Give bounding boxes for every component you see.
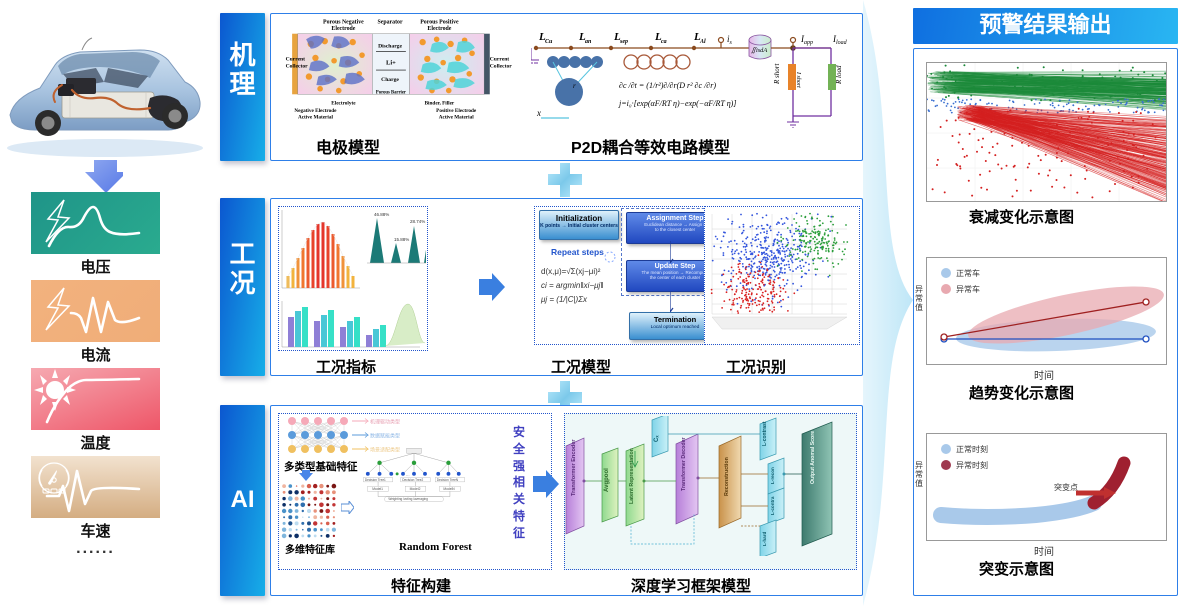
svg-text:Porous Positive: Porous Positive (420, 19, 459, 25)
svg-text:Reconstruction: Reconstruction (724, 457, 730, 496)
svg-text:ca: ca (661, 39, 667, 45)
svg-text:Active Material: Active Material (298, 115, 333, 121)
svg-text:R short: R short (773, 63, 781, 85)
svg-text:Separator: Separator (377, 19, 402, 25)
svg-text:Collector: Collector (286, 63, 309, 69)
svg-text:Current: Current (286, 57, 306, 63)
svg-text:Decision Tree1: Decision Tree1 (365, 478, 386, 482)
svg-text:r: r (573, 82, 576, 90)
svg-text:Decision Tree2: Decision Tree2 (402, 478, 423, 482)
svg-text:Decision TreeN: Decision TreeN (437, 478, 459, 482)
svg-text:Model2: Model2 (410, 487, 421, 491)
svg-text:R load: R load (835, 65, 843, 85)
svg-text:Al: Al (699, 39, 706, 45)
svg-text:an: an (585, 39, 592, 45)
svg-text:机理驱动类型: 机理驱动类型 (370, 419, 400, 426)
svg-text:突变点: 突变点 (1054, 482, 1078, 492)
svg-text:is: is (727, 34, 733, 46)
svg-text:Active Material: Active Material (439, 115, 474, 121)
svg-text:正常时刻: 正常时刻 (956, 444, 988, 454)
svg-text:Avgpool: Avgpool (604, 468, 610, 492)
svg-text:Porous Barrier: Porous Barrier (376, 90, 406, 95)
svg-text:L-contra: L-contra (770, 496, 775, 515)
svg-text:Transformer Decoder: Transformer Decoder (681, 437, 687, 491)
svg-text:ModelN: ModelN (443, 487, 455, 491)
svg-text:Cu: Cu (545, 39, 553, 45)
svg-text:Output Anomal Score: Output Anomal Score (810, 431, 816, 484)
svg-text:sep: sep (619, 39, 628, 45)
svg-text:Negative Electrode: Negative Electrode (294, 108, 337, 114)
svg-text:L-contrast: L-contrast (762, 421, 768, 446)
svg-text:∬isdA: ∬isdA (751, 47, 767, 54)
svg-text:Collector: Collector (490, 63, 513, 69)
svg-text:Li+: Li+ (386, 59, 396, 66)
svg-text:Positive Electrode: Positive Electrode (436, 108, 477, 114)
svg-text:I short: I short (795, 71, 801, 88)
svg-text:Transformer Encoder: Transformer Encoder (571, 439, 577, 496)
svg-text:异常时刻: 异常时刻 (956, 460, 988, 470)
svg-text:Electrolyte: Electrolyte (331, 101, 356, 107)
svg-text:Discharge: Discharge (378, 44, 402, 50)
svg-text:L-recon: L-recon (770, 467, 775, 484)
svg-text:异常车: 异常车 (956, 284, 980, 294)
svg-text:x: x (536, 108, 541, 118)
svg-text:Latent Representation: Latent Representation (629, 448, 635, 504)
svg-text:Iapp: Iapp (800, 34, 813, 46)
svg-text:j=i₀·[exp(αF/RT η)−exp(−αF/RT: j=i₀·[exp(αF/RT η)−exp(−αF/RT η)] (618, 99, 736, 108)
svg-text:Weighting /voting /averaging: Weighting /voting /averaging (388, 497, 428, 501)
svg-text:Cₓ: Cₓ (654, 435, 660, 442)
svg-text:28.74%: 28.74% (410, 219, 425, 224)
svg-text:L-hard: L-hard (762, 532, 767, 546)
svg-text:...: ... (406, 471, 410, 476)
svg-text:Binder, Filler: Binder, Filler (425, 101, 455, 107)
svg-text:Current: Current (490, 57, 510, 63)
svg-text:46.88%: 46.88% (374, 212, 389, 217)
svg-text:Iload: Iload (832, 34, 848, 46)
svg-text:Electrode: Electrode (331, 26, 355, 32)
svg-text:正常车: 正常车 (956, 268, 980, 278)
svg-text:数据赋能类型: 数据赋能类型 (370, 433, 400, 440)
svg-text:∂c /∂t = (1/r²)∂/∂r(D r² ∂c /∂: ∂c /∂t = (1/r²)∂/∂r(D r² ∂c /∂r) (619, 81, 716, 90)
svg-text:15.88%: 15.88% (394, 237, 409, 242)
svg-text:Model1: Model1 (372, 487, 383, 491)
svg-text:Porous Negative: Porous Negative (323, 19, 364, 25)
svg-text:Electrode: Electrode (427, 26, 451, 32)
svg-text:Charge: Charge (381, 77, 399, 83)
